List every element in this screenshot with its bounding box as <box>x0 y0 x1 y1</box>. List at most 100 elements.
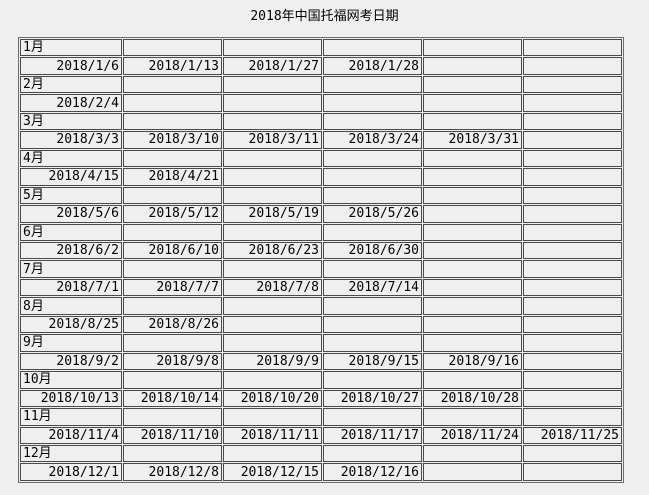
empty-cell <box>523 131 622 149</box>
empty-cell <box>123 75 222 94</box>
date-cell: 2018/11/10 <box>123 426 222 444</box>
empty-cell <box>123 186 222 205</box>
month-dates-row: 2018/3/3 2018/3/10 2018/3/11 2018/3/24 2018/… <box>20 131 622 149</box>
date-cell: 2018/1/27 <box>223 57 322 75</box>
month-header-row: 3月 <box>20 112 622 131</box>
empty-cell <box>123 371 222 389</box>
empty-cell <box>323 39 422 57</box>
date-cell: 2018/8/26 <box>123 315 222 334</box>
empty-cell <box>523 168 622 186</box>
empty-cell <box>423 371 522 389</box>
empty-cell <box>323 112 422 131</box>
empty-cell <box>423 297 522 315</box>
date-cell: 2018/3/10 <box>123 131 222 149</box>
date-cell: 2018/7/14 <box>323 278 422 297</box>
date-cell: 2018/2/4 <box>20 94 122 112</box>
date-cell: 2018/6/2 <box>20 241 122 260</box>
empty-cell <box>223 297 322 315</box>
empty-cell <box>523 352 622 371</box>
month-header-row: 8月 <box>20 297 622 315</box>
month-header-row: 4月 <box>20 149 622 168</box>
empty-cell <box>223 94 322 112</box>
empty-cell <box>423 57 522 75</box>
date-cell: 2018/6/30 <box>323 241 422 260</box>
date-cell: 2018/3/11 <box>223 131 322 149</box>
month-dates-row: 2018/9/2 2018/9/8 2018/9/9 2018/9/15 2018/9/… <box>20 352 622 371</box>
month-label-cell: 12月 <box>20 444 122 463</box>
date-cell: 2018/7/1 <box>20 278 122 297</box>
empty-cell <box>523 408 622 426</box>
empty-cell <box>423 260 522 278</box>
month-label-cell: 2月 <box>20 75 122 94</box>
month-dates-row: 2018/8/25 2018/8/26 <box>20 315 622 334</box>
empty-cell <box>523 389 622 408</box>
date-cell: 2018/10/14 <box>123 389 222 408</box>
empty-cell <box>423 205 522 223</box>
date-cell: 2018/11/25 <box>523 426 622 444</box>
empty-cell <box>223 260 322 278</box>
page-title: 2018年中国托福网考日期 <box>250 9 399 24</box>
month-dates-row: 2018/7/1 2018/7/7 2018/7/8 2018/7/14 <box>20 278 622 297</box>
empty-cell <box>223 371 322 389</box>
empty-cell <box>523 444 622 463</box>
date-cell: 2018/7/7 <box>123 278 222 297</box>
empty-cell <box>323 168 422 186</box>
empty-cell <box>323 260 422 278</box>
empty-cell <box>123 94 222 112</box>
date-cell: 2018/12/16 <box>323 463 422 481</box>
month-label-cell: 6月 <box>20 223 122 241</box>
empty-cell <box>123 297 222 315</box>
date-cell: 2018/5/26 <box>323 205 422 223</box>
date-cell: 2018/9/8 <box>123 352 222 371</box>
empty-cell <box>323 75 422 94</box>
exam-dates-table-body: 1月 2018/1/6 2018/1/13 2018/1/27 2018/1/28 2月 2… <box>20 39 622 481</box>
date-cell: 2018/10/20 <box>223 389 322 408</box>
empty-cell <box>523 94 622 112</box>
month-header-row: 7月 <box>20 260 622 278</box>
date-cell: 2018/3/24 <box>323 131 422 149</box>
empty-cell <box>423 223 522 241</box>
month-label-cell: 4月 <box>20 149 122 168</box>
date-cell: 2018/11/4 <box>20 426 122 444</box>
month-header-row: 6月 <box>20 223 622 241</box>
month-label-cell: 10月 <box>20 371 122 389</box>
empty-cell <box>523 223 622 241</box>
empty-cell <box>523 297 622 315</box>
empty-cell <box>223 112 322 131</box>
empty-cell <box>423 168 522 186</box>
empty-cell <box>523 75 622 94</box>
empty-cell <box>223 149 322 168</box>
empty-cell <box>223 408 322 426</box>
exam-dates-table: 1月 2018/1/6 2018/1/13 2018/1/27 2018/1/28 2月 2… <box>18 37 624 483</box>
empty-cell <box>523 57 622 75</box>
date-cell: 2018/12/15 <box>223 463 322 481</box>
empty-cell <box>523 278 622 297</box>
empty-cell <box>323 371 422 389</box>
date-cell: 2018/7/8 <box>223 278 322 297</box>
month-dates-row: 2018/5/6 2018/5/12 2018/5/19 2018/5/26 <box>20 205 622 223</box>
empty-cell <box>223 444 322 463</box>
empty-cell <box>323 334 422 352</box>
empty-cell <box>423 149 522 168</box>
empty-cell <box>123 334 222 352</box>
empty-cell <box>223 75 322 94</box>
date-cell: 2018/6/10 <box>123 241 222 260</box>
date-cell: 2018/9/9 <box>223 352 322 371</box>
empty-cell <box>323 297 422 315</box>
empty-cell <box>223 223 322 241</box>
month-header-row: 1月 <box>20 39 622 57</box>
month-label-cell: 7月 <box>20 260 122 278</box>
empty-cell <box>423 463 522 481</box>
month-label-cell: 1月 <box>20 39 122 57</box>
empty-cell <box>423 186 522 205</box>
date-cell: 2018/10/27 <box>323 389 422 408</box>
empty-cell <box>523 241 622 260</box>
date-cell: 2018/1/28 <box>323 57 422 75</box>
empty-cell <box>323 408 422 426</box>
month-dates-row: 2018/12/1 2018/12/8 2018/12/15 2018/12/16 <box>20 463 622 481</box>
month-header-row: 11月 <box>20 408 622 426</box>
date-cell: 2018/3/3 <box>20 131 122 149</box>
empty-cell <box>123 223 222 241</box>
date-cell: 2018/1/13 <box>123 57 222 75</box>
